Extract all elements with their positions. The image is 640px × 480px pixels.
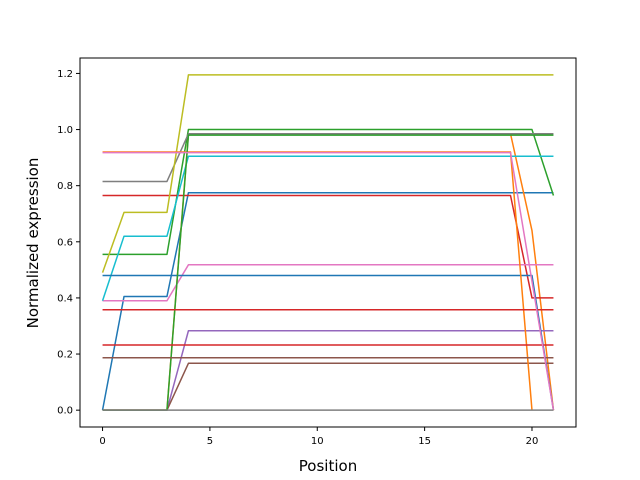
x-axis: 0 5 10 15 20 — [99, 427, 538, 447]
x-tick-label: 5 — [207, 436, 213, 447]
y-tick-label: 0.2 — [57, 350, 73, 361]
x-tick-label: 15 — [418, 436, 431, 447]
y-axis: 0.0 0.2 0.4 0.6 0.8 1.0 1.2 — [57, 69, 80, 417]
x-tick-label: 10 — [311, 436, 324, 447]
y-tick-label: 1.0 — [57, 125, 73, 136]
series-line-10 — [101, 155, 554, 301]
y-tick-label: 0.8 — [57, 181, 73, 192]
y-tick-label: 0.4 — [57, 293, 73, 304]
y-tick-label: 0.6 — [57, 237, 73, 248]
series-line-7 — [102, 264, 554, 302]
x-tick-label: 0 — [99, 436, 105, 447]
series-line-8 — [102, 133, 554, 183]
y-tick-label: 1.2 — [57, 69, 73, 80]
series-line-3 — [102, 128, 555, 256]
plot-frame — [79, 57, 577, 428]
x-tick-label: 20 — [526, 436, 539, 447]
x-axis-label: Position — [299, 457, 357, 475]
series-line-1 — [101, 191, 554, 411]
series-line-9 — [101, 74, 554, 273]
series-line-17 — [102, 151, 555, 411]
y-tick-label: 0.0 — [57, 406, 73, 417]
series-line-4 — [102, 194, 554, 299]
series-layer — [101, 74, 555, 411]
y-axis-label: Normalized expression — [24, 158, 42, 329]
